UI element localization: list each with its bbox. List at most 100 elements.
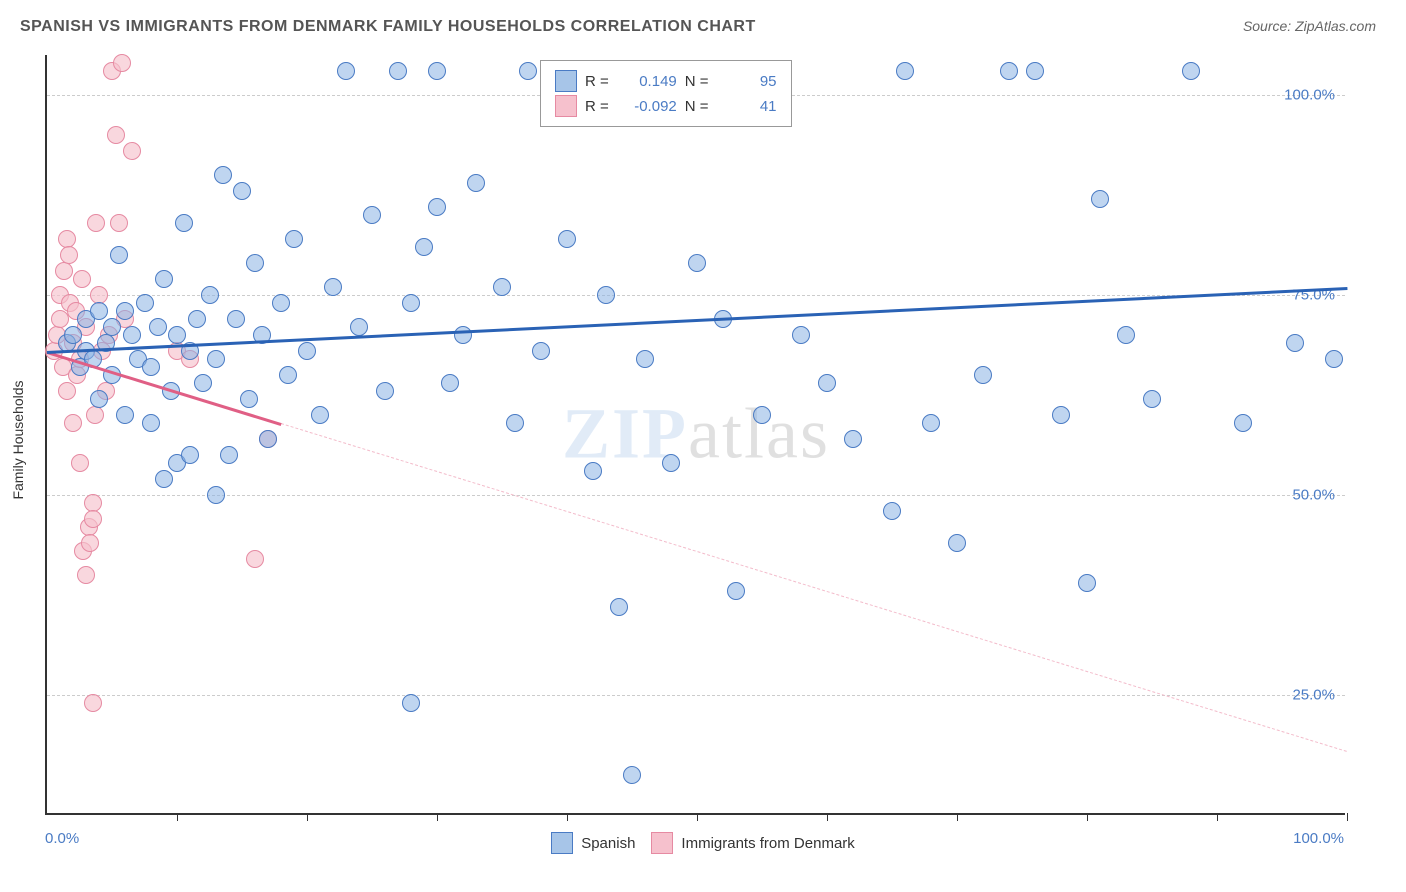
x-tick [567, 813, 568, 821]
scatter-point-a [1325, 350, 1343, 368]
scatter-point-a [519, 62, 537, 80]
scatter-point-a [597, 286, 615, 304]
scatter-point-a [428, 62, 446, 80]
scatter-point-b [77, 566, 95, 584]
scatter-point-a [214, 166, 232, 184]
scatter-point-a [922, 414, 940, 432]
y-tick-label: 25.0% [1292, 687, 1335, 704]
plot-area: ZIPatlas 25.0%50.0%75.0%100.0% [45, 55, 1345, 815]
scatter-point-a [688, 254, 706, 272]
x-tick [1347, 813, 1348, 821]
scatter-point-a [532, 342, 550, 360]
scatter-point-b [110, 214, 128, 232]
scatter-point-a [389, 62, 407, 80]
scatter-point-a [662, 454, 680, 472]
scatter-point-a [415, 238, 433, 256]
scatter-point-a [201, 286, 219, 304]
scatter-point-b [246, 550, 264, 568]
y-tick-label: 100.0% [1284, 87, 1335, 104]
scatter-point-a [227, 310, 245, 328]
n-label: N = [685, 98, 709, 115]
scatter-point-a [818, 374, 836, 392]
scatter-point-a [116, 302, 134, 320]
scatter-point-a [896, 62, 914, 80]
n-value-b: 41 [717, 98, 777, 115]
scatter-point-a [123, 326, 141, 344]
scatter-point-a [155, 270, 173, 288]
scatter-point-a [844, 430, 862, 448]
x-axis-max-label: 100.0% [1293, 830, 1344, 847]
scatter-point-a [727, 582, 745, 600]
gridline [47, 495, 1345, 496]
scatter-point-a [1143, 390, 1161, 408]
scatter-point-b [55, 262, 73, 280]
scatter-point-a [948, 534, 966, 552]
x-tick [957, 813, 958, 821]
series-legend: Spanish Immigrants from Denmark [0, 832, 1406, 854]
scatter-point-a [64, 326, 82, 344]
scatter-point-a [558, 230, 576, 248]
scatter-point-a [233, 182, 251, 200]
scatter-point-a [1052, 406, 1070, 424]
scatter-point-a [207, 486, 225, 504]
n-value-a: 95 [717, 73, 777, 90]
scatter-point-b [87, 214, 105, 232]
scatter-point-a [454, 326, 472, 344]
scatter-point-a [311, 406, 329, 424]
scatter-point-a [188, 310, 206, 328]
scatter-point-b [113, 54, 131, 72]
regression-line-b [47, 351, 282, 426]
scatter-point-a [402, 694, 420, 712]
scatter-point-b [81, 534, 99, 552]
scatter-point-b [71, 454, 89, 472]
legend-swatch-a [555, 70, 577, 92]
scatter-point-b [58, 382, 76, 400]
n-label: N = [685, 73, 709, 90]
scatter-point-a [1234, 414, 1252, 432]
scatter-point-a [493, 278, 511, 296]
x-tick [1087, 813, 1088, 821]
scatter-point-a [279, 366, 297, 384]
scatter-point-b [73, 270, 91, 288]
y-tick-label: 50.0% [1292, 487, 1335, 504]
scatter-point-a [194, 374, 212, 392]
series-legend-item-a: Spanish [551, 832, 635, 854]
scatter-point-a [1078, 574, 1096, 592]
x-tick [437, 813, 438, 821]
scatter-point-b [123, 142, 141, 160]
scatter-point-a [974, 366, 992, 384]
scatter-point-a [1000, 62, 1018, 80]
scatter-point-a [883, 502, 901, 520]
series-b-label: Immigrants from Denmark [681, 835, 854, 852]
scatter-point-b [84, 510, 102, 528]
scatter-point-a [110, 246, 128, 264]
scatter-point-a [467, 174, 485, 192]
correlation-legend-row-b: R = -0.092 N = 41 [555, 95, 777, 117]
scatter-point-a [1117, 326, 1135, 344]
scatter-point-a [136, 294, 154, 312]
regression-line-b-dashed [281, 423, 1347, 752]
chart-container: SPANISH VS IMMIGRANTS FROM DENMARK FAMIL… [0, 0, 1406, 892]
r-label: R = [585, 98, 609, 115]
scatter-point-a [337, 62, 355, 80]
scatter-point-a [636, 350, 654, 368]
scatter-point-a [285, 230, 303, 248]
x-axis-min-label: 0.0% [45, 830, 79, 847]
scatter-point-a [90, 390, 108, 408]
scatter-point-a [428, 198, 446, 216]
scatter-point-a [240, 390, 258, 408]
scatter-point-a [272, 294, 290, 312]
chart-title: SPANISH VS IMMIGRANTS FROM DENMARK FAMIL… [20, 18, 756, 36]
scatter-point-a [175, 214, 193, 232]
scatter-point-a [142, 414, 160, 432]
scatter-point-a [90, 302, 108, 320]
scatter-point-a [207, 350, 225, 368]
watermark-logo: ZIPatlas [562, 393, 830, 476]
legend-swatch-b [555, 95, 577, 117]
r-value-b: -0.092 [617, 98, 677, 115]
scatter-point-a [1182, 62, 1200, 80]
scatter-point-a [1026, 62, 1044, 80]
scatter-point-a [753, 406, 771, 424]
source-credit: Source: ZipAtlas.com [1243, 18, 1376, 34]
scatter-point-a [441, 374, 459, 392]
